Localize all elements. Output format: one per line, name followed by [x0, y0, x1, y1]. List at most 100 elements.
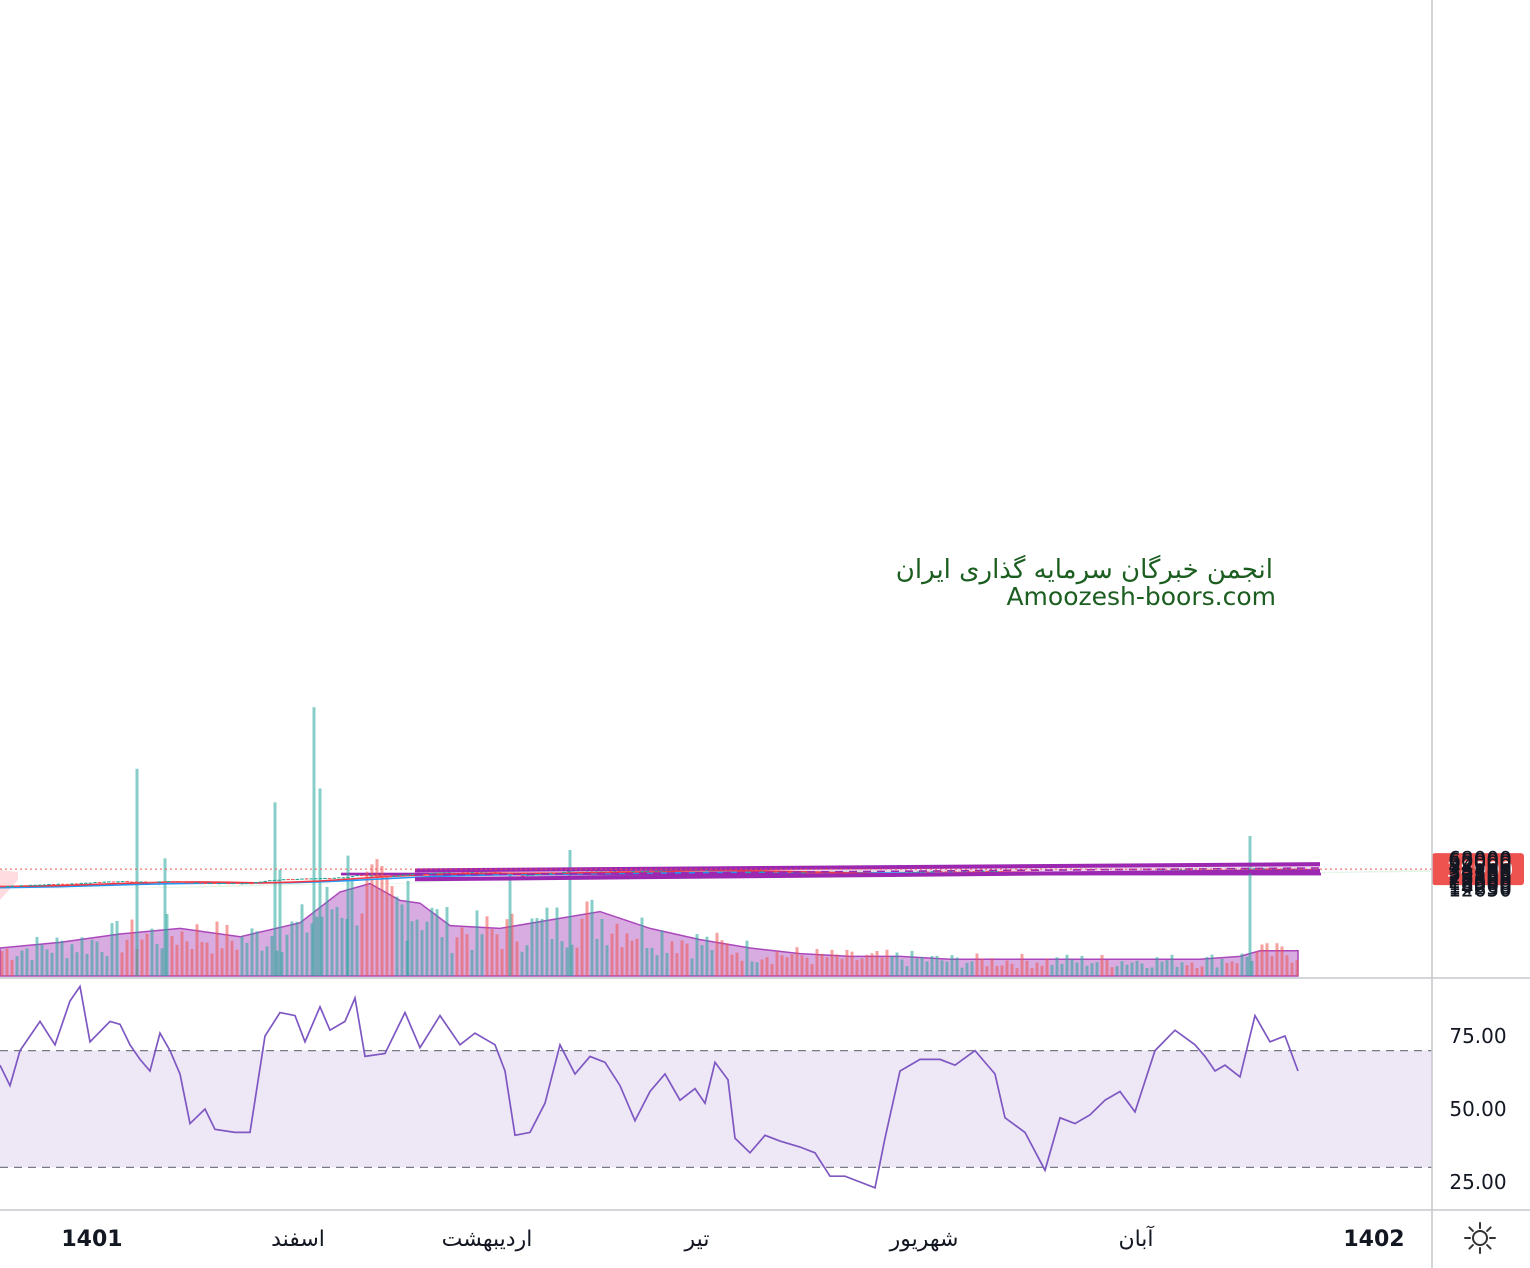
volume-bar [340, 917, 344, 976]
candle-body [406, 874, 410, 876]
candle-body [746, 872, 750, 874]
volume-bar [955, 957, 959, 976]
candle-body [534, 874, 539, 876]
volume-bar [35, 937, 39, 976]
volume-bar [935, 955, 939, 976]
rsi-tick-label: 75.00 [1449, 1024, 1506, 1048]
volume-bar [705, 936, 709, 976]
volume-bar [890, 956, 894, 976]
volume-bar [275, 950, 279, 976]
volume-bar [965, 962, 969, 976]
volume-bar [1100, 954, 1104, 976]
price-tick-label: 16000 [1448, 873, 1512, 897]
candle-body [166, 881, 171, 883]
candle-body [199, 882, 203, 884]
price-tick-label: 23500 [1448, 866, 1512, 890]
volume-bar [800, 955, 804, 976]
candle-body [728, 870, 732, 872]
candle-body [530, 874, 534, 876]
volume-bar [1075, 962, 1079, 976]
price-tick-label: 14250 [1448, 876, 1512, 900]
cloud-layer [0, 870, 1430, 900]
volume-bar [420, 930, 424, 976]
volume-bar [430, 907, 434, 976]
rsi-band [0, 1050, 1432, 1168]
candle-body [364, 875, 369, 877]
volume-bar [510, 913, 514, 976]
candle-body [433, 872, 438, 874]
candle-body [507, 873, 511, 875]
volume-bar [615, 923, 619, 976]
last-price-label: 38900 [1447, 858, 1514, 882]
volume-spike [273, 802, 277, 976]
candle-body [226, 883, 231, 885]
volume-bar [1070, 959, 1074, 976]
volume-bar [100, 952, 104, 976]
volume-bar [175, 944, 179, 976]
candle-body [626, 871, 631, 872]
volume-bar [670, 941, 674, 976]
volume-bar [1055, 957, 1059, 976]
candle-body [346, 877, 350, 879]
volume-bar [805, 957, 809, 976]
candle-body [189, 882, 194, 884]
candle-body [240, 883, 244, 885]
volume-bar [220, 948, 224, 976]
candle-body [1270, 868, 1275, 870]
volume-bar [585, 901, 589, 976]
volume-bar [0, 950, 4, 976]
volume-bar [1015, 968, 1019, 976]
candle-body [1261, 868, 1266, 870]
volume-bar [990, 958, 994, 976]
volume-bar [250, 928, 254, 976]
volume-bar [1200, 966, 1204, 976]
volume-bar [675, 953, 679, 976]
candle-body [295, 879, 300, 880]
candle-body [1178, 869, 1183, 871]
candle-body [622, 871, 626, 872]
rsi-tick-label: 25.00 [1449, 1170, 1506, 1194]
candle-body [116, 881, 120, 883]
candle-body [461, 871, 465, 873]
candle-body [157, 881, 162, 883]
volume-bar [1030, 967, 1034, 976]
volume-bar [200, 941, 204, 976]
candle-body [967, 871, 971, 873]
candle-body [663, 870, 668, 872]
candle-body [203, 883, 208, 884]
candle-body [787, 872, 792, 873]
watermark-layer: انجمن خبرگان سرمایه گذاری ایران Amoozesh… [896, 554, 1276, 611]
gear-icon[interactable] [1462, 1220, 1498, 1256]
volume-bar [10, 959, 14, 976]
volume-bar [470, 949, 474, 976]
volume-bar [895, 952, 899, 976]
volume-bar [790, 954, 794, 976]
volume-bar [555, 907, 559, 976]
volume-bar [840, 958, 844, 976]
candle-body [971, 871, 976, 873]
volume-bar [865, 954, 869, 976]
candle-body [654, 870, 658, 872]
volume-bar [750, 961, 754, 976]
volume-bar [1285, 955, 1289, 976]
volume-bar [210, 953, 214, 976]
volume-spike [508, 875, 512, 976]
volume-bar [1145, 968, 1149, 976]
candle-body [291, 879, 295, 881]
volume-bar [165, 914, 169, 976]
volume-bar [1175, 966, 1179, 976]
volume-bar [320, 916, 324, 976]
volume-bar [570, 944, 574, 976]
candle-body [636, 871, 640, 873]
volume-bar [1160, 961, 1164, 976]
volume-bar [620, 947, 624, 976]
volume-bar [530, 918, 534, 976]
volume-bar [1245, 956, 1249, 976]
volume-bar [710, 950, 714, 976]
volume-bar [910, 950, 914, 976]
volume-bar [635, 938, 639, 976]
candle-body [171, 881, 175, 883]
volume-bar [1115, 966, 1119, 976]
